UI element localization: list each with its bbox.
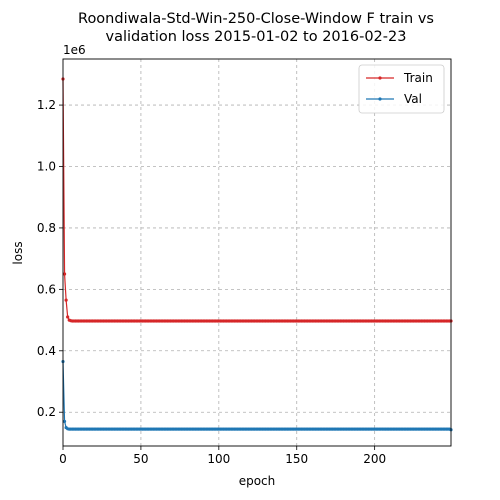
- y-tick-label: 0.8: [37, 221, 56, 235]
- val-point: [62, 419, 67, 424]
- x-tick-label: 200: [363, 452, 386, 466]
- legend-val-marker: [378, 97, 382, 101]
- legend-val-label: Val: [404, 92, 422, 106]
- legend-train-label: Train: [403, 71, 433, 85]
- y-tick-label: 0.6: [37, 282, 56, 296]
- y-tick-label: 0.4: [37, 344, 56, 358]
- y-axis-label: loss: [11, 241, 25, 264]
- y-ticks: 0.2 0.4 0.6 0.8 1.0 1.2: [37, 98, 63, 419]
- x-tick-label: 50: [133, 452, 148, 466]
- legend: Train Val: [358, 64, 445, 114]
- legend-train-marker: [378, 76, 382, 80]
- y-offset-label: 1e6: [63, 43, 86, 57]
- series-group: [61, 77, 453, 432]
- chart-title-line-1: Roondiwala-Std-Win-250-Close-Window F tr…: [78, 11, 434, 27]
- plot-frame: [62, 58, 452, 447]
- x-axis-label: epoch: [239, 474, 276, 488]
- x-tick-label: 0: [59, 452, 67, 466]
- x-ticks: 0 50 100 150 200: [59, 446, 386, 466]
- train-point: [62, 272, 67, 276]
- y-tick-label: 0.2: [37, 405, 56, 419]
- chart-title-line-2: validation loss 2015-01-02 to 2016-02-23: [106, 29, 407, 45]
- train-point: [64, 298, 68, 302]
- y-tick-label: 1.0: [37, 160, 56, 174]
- y-tick-label: 1.2: [37, 98, 56, 112]
- x-tick-label: 100: [207, 452, 230, 466]
- train-point: [66, 315, 70, 319]
- grid: [63, 59, 451, 446]
- x-tick-label: 150: [285, 452, 308, 466]
